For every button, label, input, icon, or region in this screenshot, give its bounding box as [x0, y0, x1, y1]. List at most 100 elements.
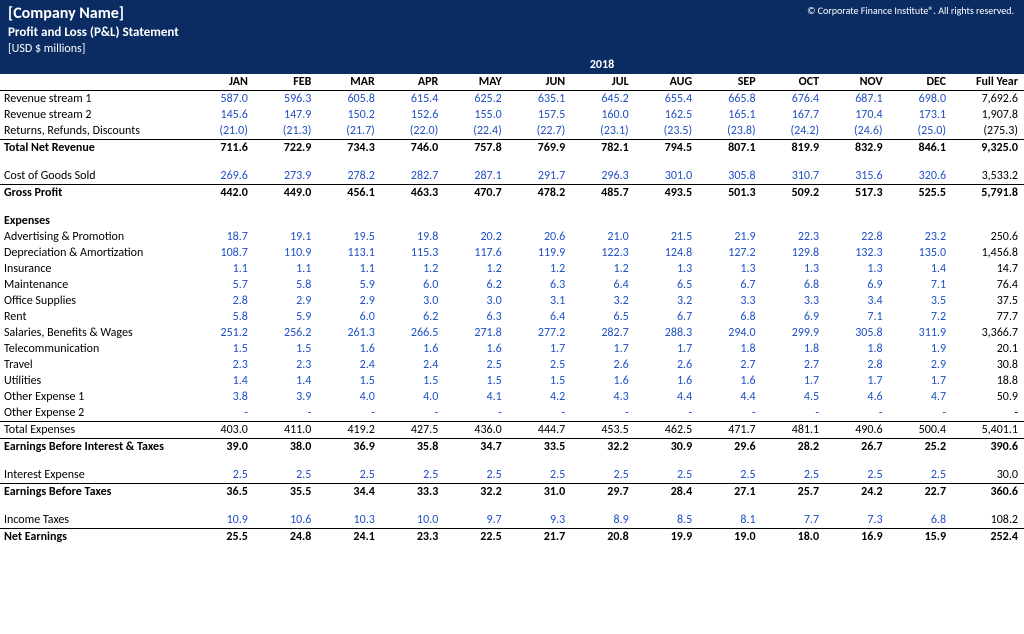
cell-value: 587.0: [190, 91, 253, 108]
cell-value: 3.0: [381, 293, 444, 309]
cell-value: 442.0: [190, 185, 253, 202]
cell-value: 807.1: [698, 140, 761, 157]
cell-value: (24.6): [825, 123, 888, 140]
cell-value: 4.0: [317, 389, 380, 405]
cell-value: 170.4: [825, 107, 888, 123]
spacer-row: [0, 500, 1024, 512]
pl-table: JAN FEB MAR APR MAY JUN JUL AUG SEP OCT …: [0, 74, 1024, 545]
table-row: Insurance1.11.11.11.21.21.21.21.31.31.31…: [0, 261, 1024, 277]
cell-value: 2.9: [317, 293, 380, 309]
copyright-text: © Corporate Finance Institute®. All righ…: [807, 4, 1014, 17]
cell-value: 38.0: [254, 439, 317, 456]
cell-value: 3.0: [444, 293, 507, 309]
cell-value: 6.8: [889, 512, 952, 529]
row-label: Depreciation & Amortization: [0, 245, 190, 261]
cell-value: 2.5: [317, 467, 380, 484]
col-jan: JAN: [190, 74, 253, 91]
cell-value: 2.6: [635, 357, 698, 373]
statement-title: Profit and Loss (P&L) Statement: [8, 25, 1016, 40]
col-sep: SEP: [698, 74, 761, 91]
cell-value: 2.5: [571, 467, 634, 484]
table-row: Interest Expense2.52.52.52.52.52.52.52.5…: [0, 467, 1024, 484]
cell-value: (22.4): [444, 123, 507, 140]
table-row: Telecommunication1.51.51.61.61.61.71.71.…: [0, 341, 1024, 357]
cell-value: 27.1: [698, 484, 761, 501]
cell-value: 471.7: [698, 422, 761, 439]
cell-full-year: 1,456.8: [952, 245, 1024, 261]
cell-value: (23.8): [698, 123, 761, 140]
cell-value: 20.8: [571, 529, 634, 546]
col-jul: JUL: [571, 74, 634, 91]
table-row: Other Expense 2-------------: [0, 405, 1024, 422]
cell-value: -: [698, 405, 761, 422]
cell-value: 22.8: [825, 229, 888, 245]
cell-value: -: [444, 405, 507, 422]
cell-value: -: [190, 405, 253, 422]
cell-value: (21.0): [190, 123, 253, 140]
row-label: Interest Expense: [0, 467, 190, 484]
cell-value: 1.5: [254, 341, 317, 357]
cell-value: 456.1: [317, 185, 380, 202]
cell-value: 150.2: [317, 107, 380, 123]
cell-value: 2.4: [317, 357, 380, 373]
cell-value: -: [254, 405, 317, 422]
cell-value: 2.8: [190, 293, 253, 309]
table-head: JAN FEB MAR APR MAY JUN JUL AUG SEP OCT …: [0, 74, 1024, 91]
col-dec: DEC: [889, 74, 952, 91]
cell-value: 403.0: [190, 422, 253, 439]
cell-value: 1.1: [254, 261, 317, 277]
cell-value: 6.2: [444, 277, 507, 293]
cell-value: 36.9: [317, 439, 380, 456]
cell-value: 311.9: [889, 325, 952, 341]
cell-value: 635.1: [508, 91, 571, 108]
cell-value: 490.6: [825, 422, 888, 439]
row-label: Cost of Goods Sold: [0, 168, 190, 185]
cell-value: 470.7: [444, 185, 507, 202]
cell-full-year: 5,401.1: [952, 422, 1024, 439]
cell-value: 15.9: [889, 529, 952, 546]
cell-value: 1.2: [444, 261, 507, 277]
cell-value: 1.7: [889, 373, 952, 389]
table-row: Returns, Refunds, Discounts(21.0)(21.3)(…: [0, 123, 1024, 140]
header-blank: [0, 74, 190, 91]
row-label: Telecommunication: [0, 341, 190, 357]
cell-value: 1.1: [190, 261, 253, 277]
cell-value: 2.3: [254, 357, 317, 373]
cell-value: 22.3: [762, 229, 825, 245]
cell-value: 3.8: [190, 389, 253, 405]
cell-value: 32.2: [571, 439, 634, 456]
cell-value: 4.4: [698, 389, 761, 405]
table-row: Other Expense 13.83.94.04.04.14.24.34.44…: [0, 389, 1024, 405]
cell-value: 6.0: [381, 277, 444, 293]
col-oct: OCT: [762, 74, 825, 91]
cell-value: 8.9: [571, 512, 634, 529]
cell-value: -: [635, 405, 698, 422]
cell-value: 320.6: [889, 168, 952, 185]
table-row: Earnings Before Interest & Taxes39.038.0…: [0, 439, 1024, 456]
cell-value: 509.2: [762, 185, 825, 202]
cell-value: 287.1: [444, 168, 507, 185]
cell-value: 485.7: [571, 185, 634, 202]
cell-value: 481.1: [762, 422, 825, 439]
cell-value: 5.8: [254, 277, 317, 293]
cell-value: 2.5: [254, 467, 317, 484]
cell-value: 525.5: [889, 185, 952, 202]
cell-value: 1.5: [381, 373, 444, 389]
col-jun: JUN: [508, 74, 571, 91]
cell-value: 6.2: [381, 309, 444, 325]
cell-full-year: (275.3): [952, 123, 1024, 140]
cell-value: 449.0: [254, 185, 317, 202]
table-row: Rent5.85.96.06.26.36.46.56.76.86.97.17.2…: [0, 309, 1024, 325]
cell-value: 310.7: [762, 168, 825, 185]
cell-value: 734.3: [317, 140, 380, 157]
cell-value: 3.4: [825, 293, 888, 309]
cell-value: 6.9: [762, 309, 825, 325]
cell-value: 127.2: [698, 245, 761, 261]
cell-value: 711.6: [190, 140, 253, 157]
cell-value: 1.4: [889, 261, 952, 277]
cell-value: 1.7: [635, 341, 698, 357]
cell-value: 1.3: [762, 261, 825, 277]
cell-value: 2.5: [508, 467, 571, 484]
col-nov: NOV: [825, 74, 888, 91]
row-label: Revenue stream 2: [0, 107, 190, 123]
